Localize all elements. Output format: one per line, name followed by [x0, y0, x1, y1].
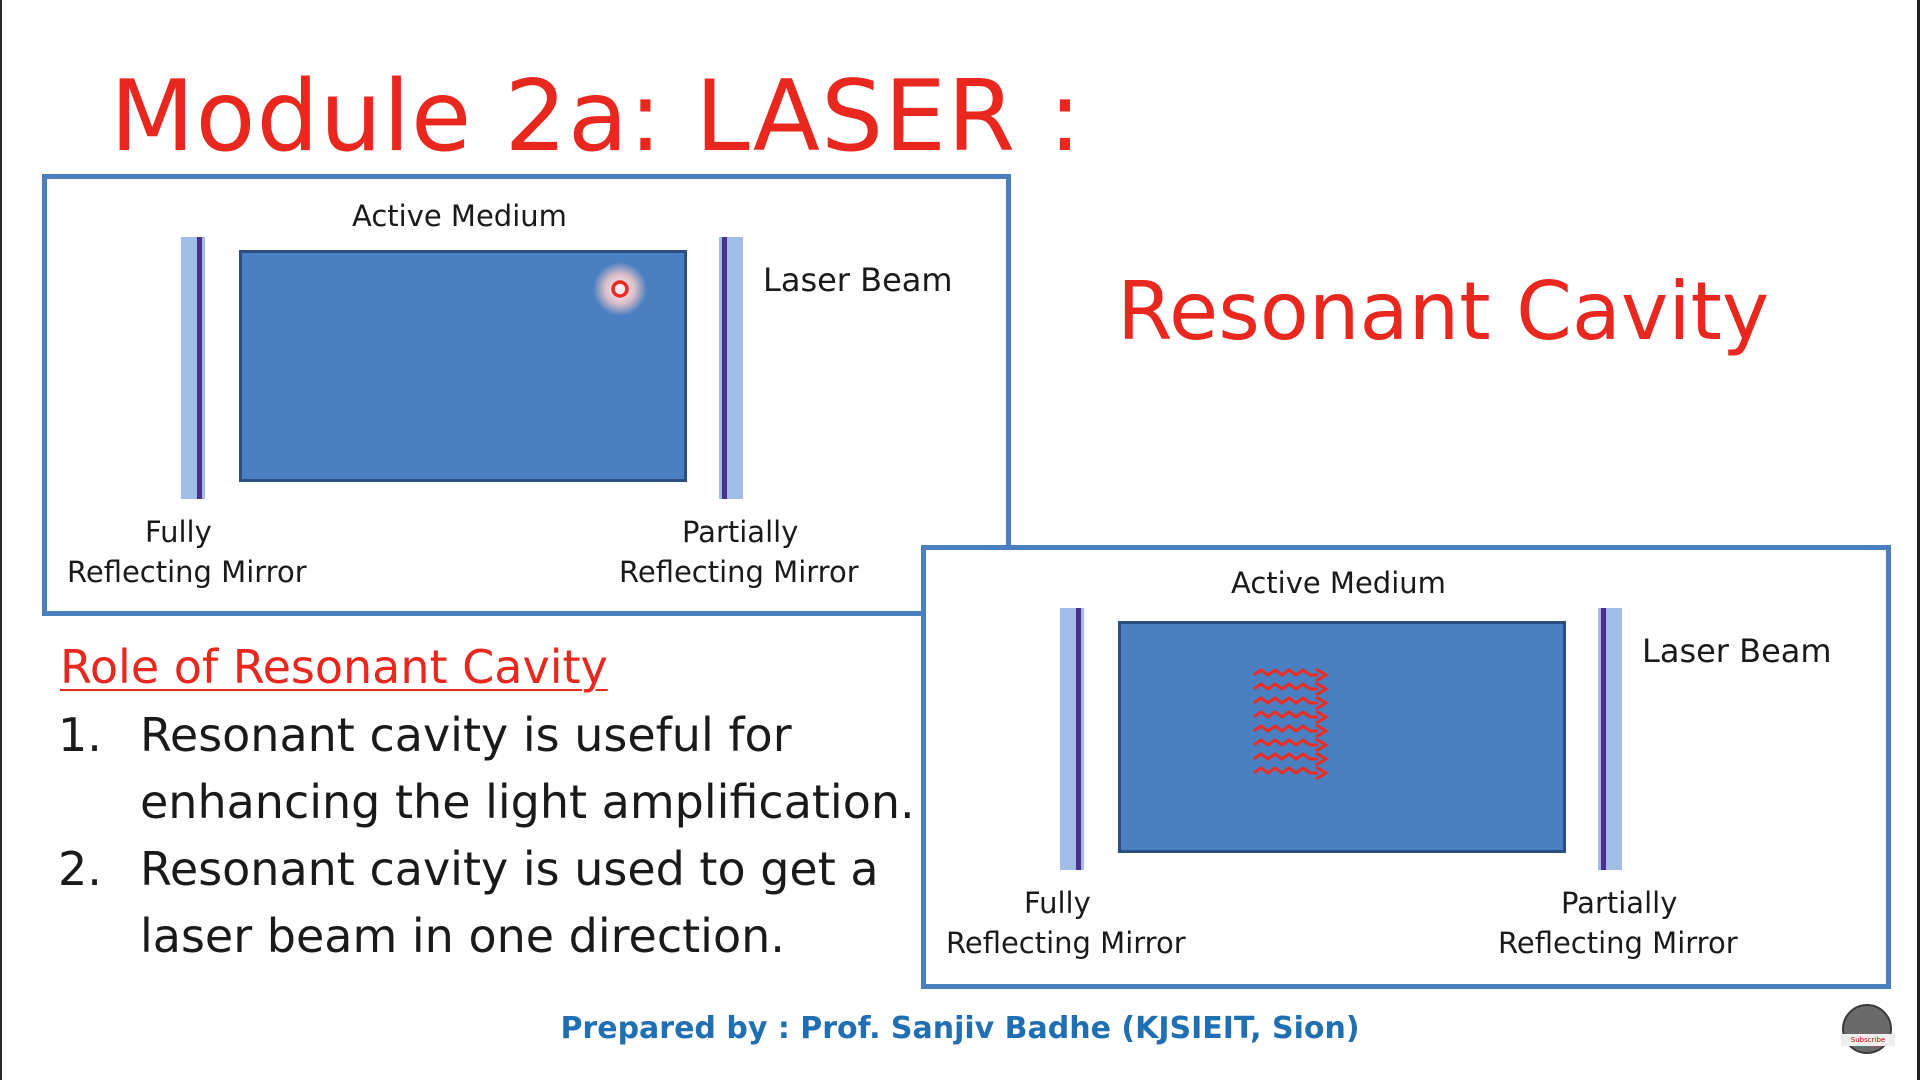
photon-wave-2	[1252, 681, 1328, 697]
fully-reflecting-mirror	[181, 237, 205, 499]
partially-label-line2: Reflecting Mirror	[1498, 926, 1738, 960]
channel-watermark-icon[interactable]	[1842, 1004, 1892, 1054]
fully-reflecting-mirror	[1060, 608, 1084, 870]
fully-label-line1: Fully	[1024, 886, 1091, 920]
active-medium-label: Active Medium	[352, 199, 567, 233]
role-item-1: 1. Resonant cavity is useful for enhanci…	[58, 702, 918, 836]
fully-label-line2: Reflecting Mirror	[67, 555, 307, 589]
slide-title: Module 2a: LASER :	[110, 60, 1083, 174]
resonant-cavity-diagram-bottom: Active Medium Laser Beam Fully Reflectin…	[921, 545, 1891, 989]
partially-label-line2: Reflecting Mirror	[619, 555, 859, 589]
photon-wave-6	[1252, 737, 1328, 753]
partially-reflecting-mirror	[1598, 608, 1622, 870]
photon-halo	[593, 262, 647, 316]
fully-label-line1: Fully	[145, 515, 212, 549]
partially-reflecting-mirror	[719, 237, 743, 499]
subscribe-button[interactable]: Subscribe	[1841, 1034, 1895, 1046]
mirror-coating	[722, 237, 727, 499]
role-item-2: 2. Resonant cavity is used to get a lase…	[58, 836, 918, 970]
partially-label-line1: Partially	[682, 515, 799, 549]
photon-wave-4	[1252, 709, 1328, 725]
role-item-number: 2.	[58, 842, 102, 896]
role-item-text: Resonant cavity is used to get a laser b…	[140, 842, 879, 963]
active-medium-block	[1118, 621, 1566, 853]
photon-wave-5	[1252, 723, 1328, 739]
fully-label-line2: Reflecting Mirror	[946, 926, 1186, 960]
photon-wave-1	[1252, 667, 1328, 683]
role-list: 1. Resonant cavity is useful for enhanci…	[58, 702, 918, 970]
footer-credit: Prepared by : Prof. Sanjiv Badhe (KJSIEI…	[560, 1011, 1360, 1046]
active-medium-label: Active Medium	[1231, 566, 1446, 600]
photon-glow	[593, 262, 647, 316]
photon-waves	[1252, 667, 1328, 781]
partially-label-line1: Partially	[1561, 886, 1678, 920]
role-item-text: Resonant cavity is useful for enhancing …	[140, 708, 915, 829]
mirror-coating	[1076, 608, 1081, 870]
left-edge-rule	[0, 0, 2, 1080]
mirror-coating	[197, 237, 202, 499]
photon-wave-7	[1252, 751, 1328, 767]
slide-subtitle: Resonant Cavity	[1117, 265, 1770, 358]
laser-beam-label: Laser Beam	[763, 261, 953, 299]
photon-wave-3	[1252, 695, 1328, 711]
mirror-coating	[1601, 608, 1606, 870]
right-edge-rule	[1917, 0, 1920, 1080]
role-item-number: 1.	[58, 708, 102, 762]
role-heading: Role of Resonant Cavity	[60, 640, 608, 694]
resonant-cavity-diagram-top: Active Medium Laser Beam Fully Reflectin…	[42, 174, 1011, 616]
laser-beam-label: Laser Beam	[1642, 632, 1832, 670]
photon-icon	[611, 280, 629, 298]
active-medium-block	[239, 250, 687, 482]
photon-wave-8	[1252, 765, 1328, 781]
